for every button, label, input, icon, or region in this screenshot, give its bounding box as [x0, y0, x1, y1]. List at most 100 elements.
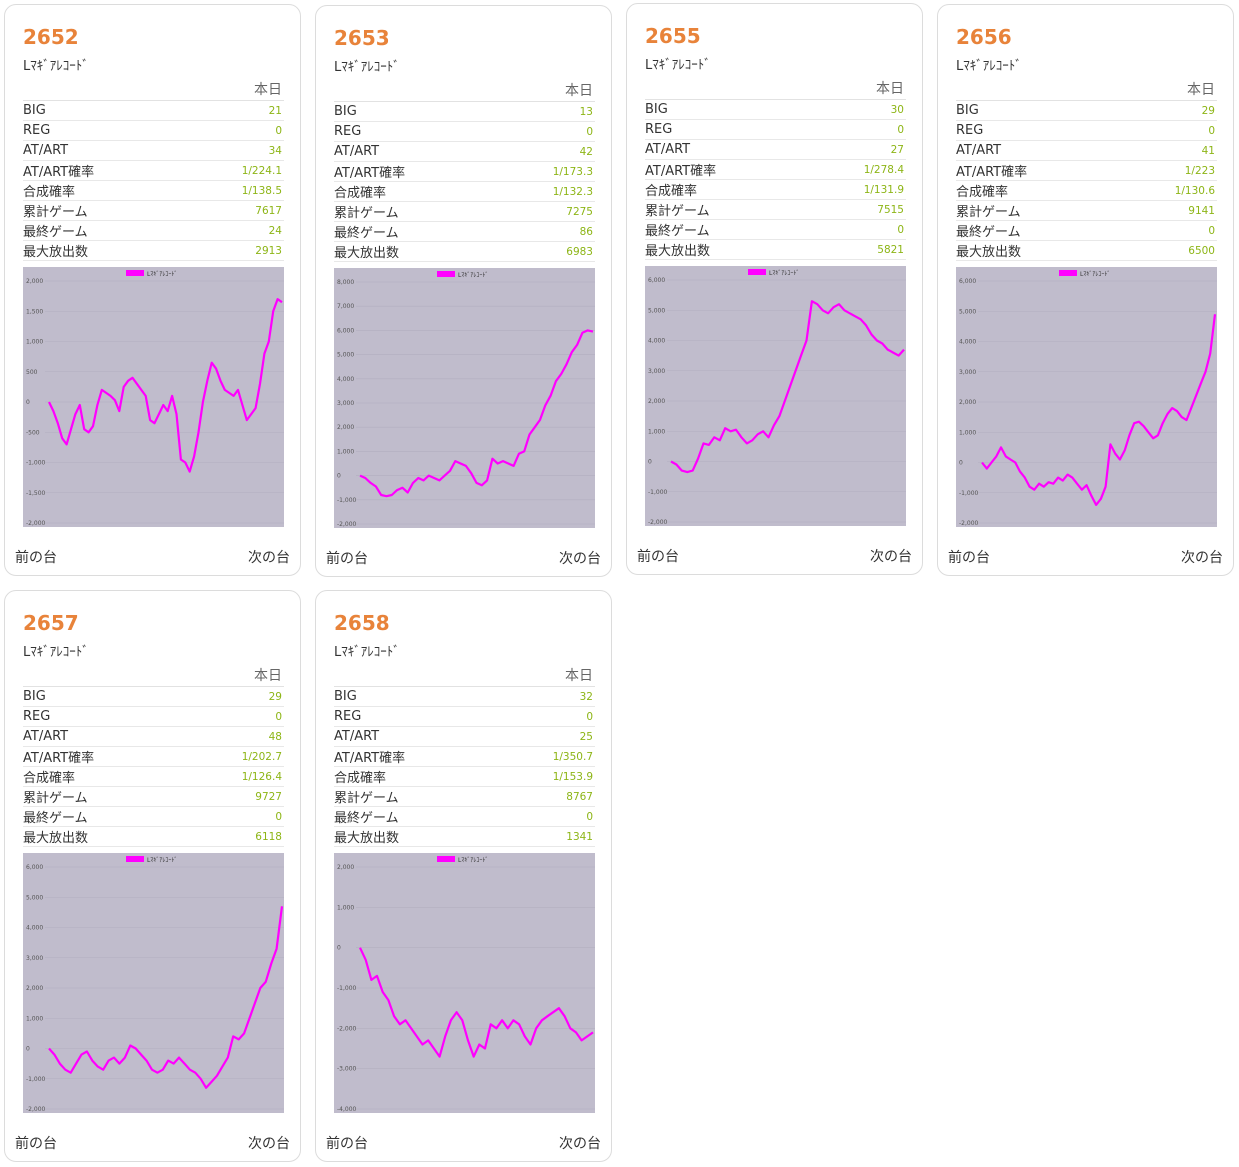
machine-number[interactable]: 2657 [23, 611, 79, 635]
series-line [359, 947, 594, 1058]
y-tick-label: 0 [337, 473, 341, 480]
prev-machine-link[interactable]: 前の台 [948, 550, 990, 566]
y-tick-label: -1,000 [648, 489, 668, 496]
machine-number[interactable]: 2653 [334, 26, 390, 50]
y-tick-label: 6,000 [26, 864, 43, 871]
y-tick-label: 4,000 [959, 339, 976, 346]
legend-label: Lﾏｷﾞｱﾚｺｰﾄﾞ [147, 271, 177, 278]
next-machine-link[interactable]: 次の台 [559, 1136, 601, 1152]
next-machine-link[interactable]: 次の台 [559, 551, 601, 567]
stat-value: 25 [579, 730, 593, 743]
stat-row: BIG 13 [334, 102, 595, 122]
stat-label: 最終ゲーム [956, 225, 1021, 240]
stat-label: AT/ART確率 [23, 751, 95, 766]
machine-number[interactable]: 2652 [23, 25, 79, 49]
next-machine-link[interactable]: 次の台 [870, 549, 912, 565]
slump-chart: -2,000 -1,000 0 1,000 2,000 3,000 4,000 5,000 6,… [956, 267, 1217, 527]
next-machine-link[interactable]: 次の台 [248, 550, 290, 566]
chart-svg: -4,000 -3,000 -2,000 -1,000 0 1,000 2,000 Lﾏｷﾞｱ… [334, 853, 595, 1113]
y-tick-label: 500 [26, 369, 38, 376]
machine-name: Lﾏｷﾞｱﾚｺｰﾄﾞ [23, 59, 89, 74]
stat-value: 30 [890, 103, 904, 116]
stat-label: 累計ゲーム [334, 206, 399, 221]
stat-row: AT/ART確率 1/278.4 [645, 160, 906, 180]
stat-label: AT/ART確率 [23, 165, 95, 180]
today-header: 本日 [23, 667, 284, 687]
stat-value: 1/350.7 [552, 750, 593, 763]
stat-label: AT/ART [334, 144, 380, 159]
stat-row: REG 0 [956, 121, 1217, 141]
stat-row: 累計ゲーム 7515 [645, 200, 906, 220]
stat-row: BIG 30 [645, 100, 906, 120]
stat-value: 1/131.9 [863, 183, 904, 196]
y-tick-label: 2,000 [959, 399, 976, 406]
prev-machine-link[interactable]: 前の台 [15, 1136, 57, 1152]
y-tick-label: -2,000 [337, 1025, 357, 1032]
y-tick-label: 5,000 [337, 352, 354, 359]
stat-row: 累計ゲーム 7275 [334, 202, 595, 222]
machine-number[interactable]: 2656 [956, 25, 1012, 49]
stat-row: 累計ゲーム 8767 [334, 787, 595, 807]
stat-row: BIG 21 [23, 101, 284, 121]
stat-value: 0 [897, 223, 904, 236]
stat-label: 累計ゲーム [956, 205, 1021, 220]
stats-table: 本日 BIG 13 REG 0 AT/ART 42 AT/ART確率 1/173… [334, 82, 595, 262]
next-machine-link[interactable]: 次の台 [248, 1136, 290, 1152]
prev-machine-link[interactable]: 前の台 [15, 550, 57, 566]
stat-row: 合成確率 1/132.3 [334, 182, 595, 202]
stat-label: AT/ART確率 [645, 164, 717, 179]
y-tick-label: 3,000 [26, 955, 43, 962]
stat-value: 29 [268, 690, 282, 703]
y-tick-label: 4,000 [26, 925, 43, 932]
stat-row: 合成確率 1/126.4 [23, 767, 284, 787]
stat-label: 累計ゲーム [334, 791, 399, 806]
stat-row: 合成確率 1/138.5 [23, 181, 284, 201]
legend-swatch [1059, 270, 1077, 276]
stat-row: AT/ART 41 [956, 141, 1217, 161]
stat-row: AT/ART 34 [23, 141, 284, 161]
stat-value: 0 [1208, 124, 1215, 137]
machine-number[interactable]: 2658 [334, 611, 390, 635]
stat-label: AT/ART [956, 143, 1002, 158]
stat-value: 0 [275, 710, 282, 723]
chart-svg: -2,000 -1,000 0 1,000 2,000 3,000 4,000 5,000 6,… [645, 266, 906, 526]
stat-row: 最大放出数 2913 [23, 241, 284, 261]
slump-chart: -2,000 -1,000 0 1,000 2,000 3,000 4,000 5,000 6,… [334, 268, 595, 528]
series-line [670, 300, 905, 474]
today-header: 本日 [23, 81, 284, 101]
y-tick-label: 4,000 [337, 376, 354, 383]
stats-table: 本日 BIG 29 REG 0 AT/ART 41 AT/ART確率 1/223… [956, 81, 1217, 261]
next-machine-link[interactable]: 次の台 [1181, 550, 1223, 566]
stat-label: 最大放出数 [334, 831, 400, 846]
prev-machine-link[interactable]: 前の台 [326, 1136, 368, 1152]
y-tick-label: 4,000 [648, 338, 665, 345]
stat-value: 9141 [1188, 204, 1215, 217]
machine-number[interactable]: 2655 [645, 24, 701, 48]
y-tick-label: 1,000 [26, 1015, 43, 1022]
chart-svg: -2,000 -1,500 -1,000 -500 0 500 1,000 1,500 2,00… [23, 267, 284, 527]
machine-name: Lﾏｷﾞｱﾚｺｰﾄﾞ [334, 60, 400, 75]
stat-value: 0 [1208, 224, 1215, 237]
machine-name: Lﾏｷﾞｱﾚｺｰﾄﾞ [23, 645, 89, 660]
stat-value: 32 [579, 690, 593, 703]
stat-label: BIG [23, 103, 46, 118]
machine-card: 2657 Lﾏｷﾞｱﾚｺｰﾄﾞ 本日 BIG 29 REG 0 AT/ART 4… [4, 590, 301, 1162]
stat-row: 合成確率 1/130.6 [956, 181, 1217, 201]
legend-swatch [437, 271, 455, 277]
today-header: 本日 [645, 80, 906, 100]
prev-machine-link[interactable]: 前の台 [326, 551, 368, 567]
stat-row: AT/ART確率 1/224.1 [23, 161, 284, 181]
stat-row: AT/ART確率 1/223 [956, 161, 1217, 181]
stat-row: 最大放出数 6983 [334, 242, 595, 262]
stat-label: REG [23, 123, 51, 138]
stat-value: 6983 [566, 245, 593, 258]
plot-area [645, 266, 906, 526]
y-tick-label: 1,000 [648, 428, 665, 435]
legend-label: Lﾏｷﾞｱﾚｺｰﾄﾞ [769, 270, 799, 277]
stat-row: REG 0 [334, 707, 595, 727]
legend-swatch [437, 856, 455, 862]
stat-label: 合成確率 [23, 771, 76, 786]
plot-area [23, 267, 284, 527]
prev-machine-link[interactable]: 前の台 [637, 549, 679, 565]
stat-label: 合成確率 [334, 771, 387, 786]
